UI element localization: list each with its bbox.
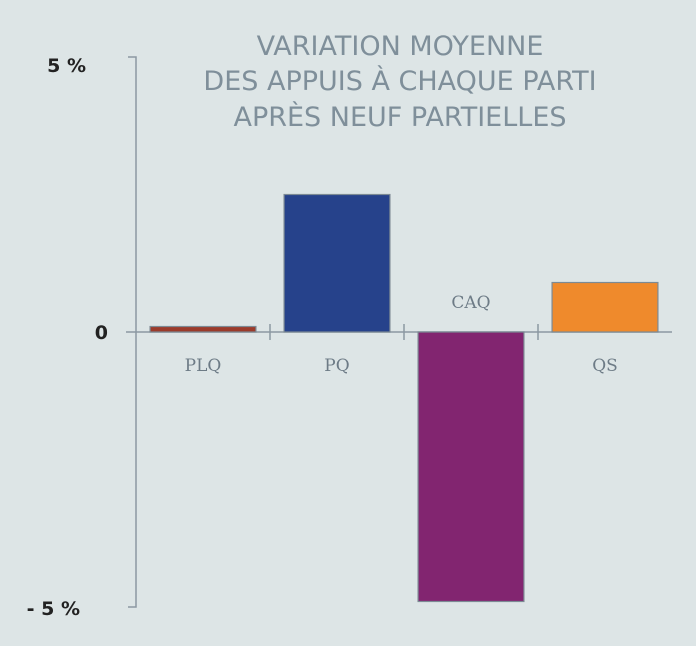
- chart-title-line-2: DES APPUIS À CHAQUE PARTI: [203, 65, 596, 97]
- category-label-caq: CAQ: [451, 293, 490, 313]
- y-tick-label-bottom: - 5 %: [27, 598, 80, 620]
- category-labels: PLQ PQ CAQ QS: [185, 293, 618, 376]
- y-tick-label-zero: 0: [95, 322, 108, 344]
- chart-title-line-1: VARIATION MOYENNE: [257, 31, 544, 62]
- chart-title-line-3: APRÈS NEUF PARTIELLES: [233, 101, 566, 133]
- y-tick-label-top: 5 %: [47, 55, 86, 77]
- bar-pq: [283, 193, 391, 333]
- bar-plq: [149, 325, 257, 333]
- category-label-pq: PQ: [324, 356, 349, 376]
- chart-bars: [149, 193, 659, 603]
- bar-caq: [417, 331, 525, 603]
- category-label-qs: QS: [592, 356, 618, 376]
- bar-qs: [551, 281, 659, 333]
- category-label-plq: PLQ: [185, 356, 222, 376]
